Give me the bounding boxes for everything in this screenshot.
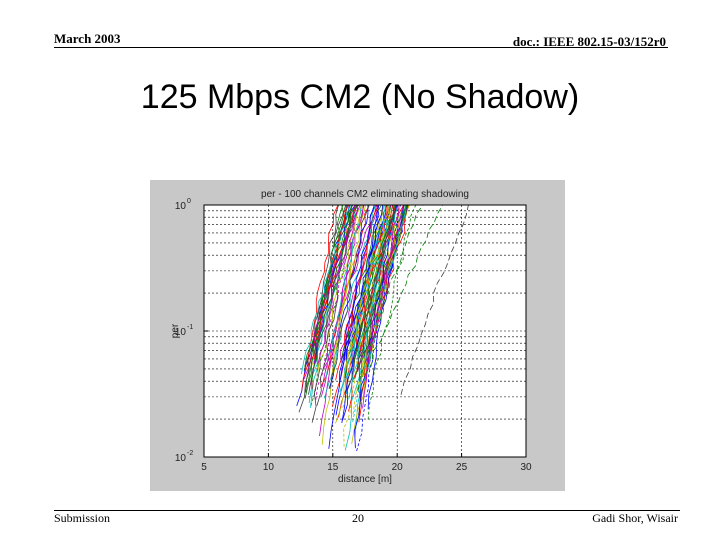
series-line bbox=[306, 204, 394, 368]
x-tick-label: 30 bbox=[520, 462, 532, 473]
y-tick-exponent: 0 bbox=[187, 198, 191, 205]
header-date: March 2003 bbox=[54, 31, 121, 46]
series-line bbox=[335, 204, 409, 424]
series-line bbox=[298, 204, 354, 413]
y-tick-label: 10 bbox=[175, 201, 187, 212]
footer-rule bbox=[54, 510, 680, 511]
y-axis-label: per bbox=[170, 323, 181, 338]
series-line bbox=[301, 204, 372, 393]
chart-title: per - 100 channels CM2 eliminating shado… bbox=[261, 189, 469, 200]
series-line bbox=[324, 204, 390, 382]
series-line bbox=[345, 204, 434, 393]
x-tick-label: 25 bbox=[456, 462, 468, 473]
series-line bbox=[357, 204, 416, 367]
footer-page-number: 20 bbox=[352, 511, 364, 525]
series-line bbox=[313, 204, 361, 360]
series-line bbox=[304, 204, 351, 399]
series-line bbox=[315, 204, 375, 400]
series-line bbox=[321, 204, 372, 445]
x-tick-label: 10 bbox=[263, 462, 275, 473]
series-line bbox=[313, 204, 363, 365]
series-line bbox=[357, 204, 406, 372]
y-tick-exponent: -1 bbox=[187, 324, 193, 331]
y-tick-label: 10 bbox=[175, 327, 187, 338]
footer-author: Gadi Shor, Wisair bbox=[592, 511, 678, 525]
header-rule bbox=[54, 47, 668, 48]
series-line bbox=[301, 204, 378, 375]
series-line bbox=[330, 204, 382, 380]
slide-title: 125 Mbps CM2 (No Shadow) bbox=[140, 78, 580, 116]
series-line bbox=[354, 204, 405, 449]
series-line bbox=[311, 204, 384, 382]
grid-lines bbox=[204, 205, 526, 457]
series-line bbox=[364, 204, 472, 376]
series-line bbox=[340, 204, 410, 395]
series-line bbox=[308, 204, 393, 404]
series-line bbox=[352, 204, 403, 415]
series-line bbox=[351, 204, 419, 445]
series-line bbox=[366, 204, 413, 362]
series-line bbox=[367, 204, 430, 420]
series-line bbox=[323, 204, 398, 399]
series-line bbox=[330, 204, 402, 389]
series-line bbox=[362, 204, 434, 409]
x-tick-label: 15 bbox=[327, 462, 339, 473]
y-tick-exponent: -2 bbox=[187, 450, 193, 457]
x-axis-label: distance [m] bbox=[338, 474, 392, 485]
series-line bbox=[328, 204, 404, 449]
series-line bbox=[303, 204, 372, 371]
y-tick-label: 10 bbox=[175, 453, 187, 464]
series-line bbox=[339, 204, 393, 384]
series-line bbox=[344, 204, 402, 368]
series-group bbox=[296, 204, 488, 452]
series-line bbox=[317, 204, 384, 365]
series-line bbox=[340, 204, 412, 377]
x-tick-label: 20 bbox=[392, 462, 404, 473]
series-line bbox=[343, 204, 428, 447]
series-line bbox=[357, 204, 440, 391]
x-tick-label: 5 bbox=[201, 462, 207, 473]
header-doc-id: doc.: IEEE 802.15-03/152r0 bbox=[512, 34, 666, 49]
series-line bbox=[341, 204, 410, 423]
series-line bbox=[400, 204, 488, 395]
footer-submission: Submission bbox=[54, 511, 111, 525]
series-line bbox=[363, 204, 419, 384]
